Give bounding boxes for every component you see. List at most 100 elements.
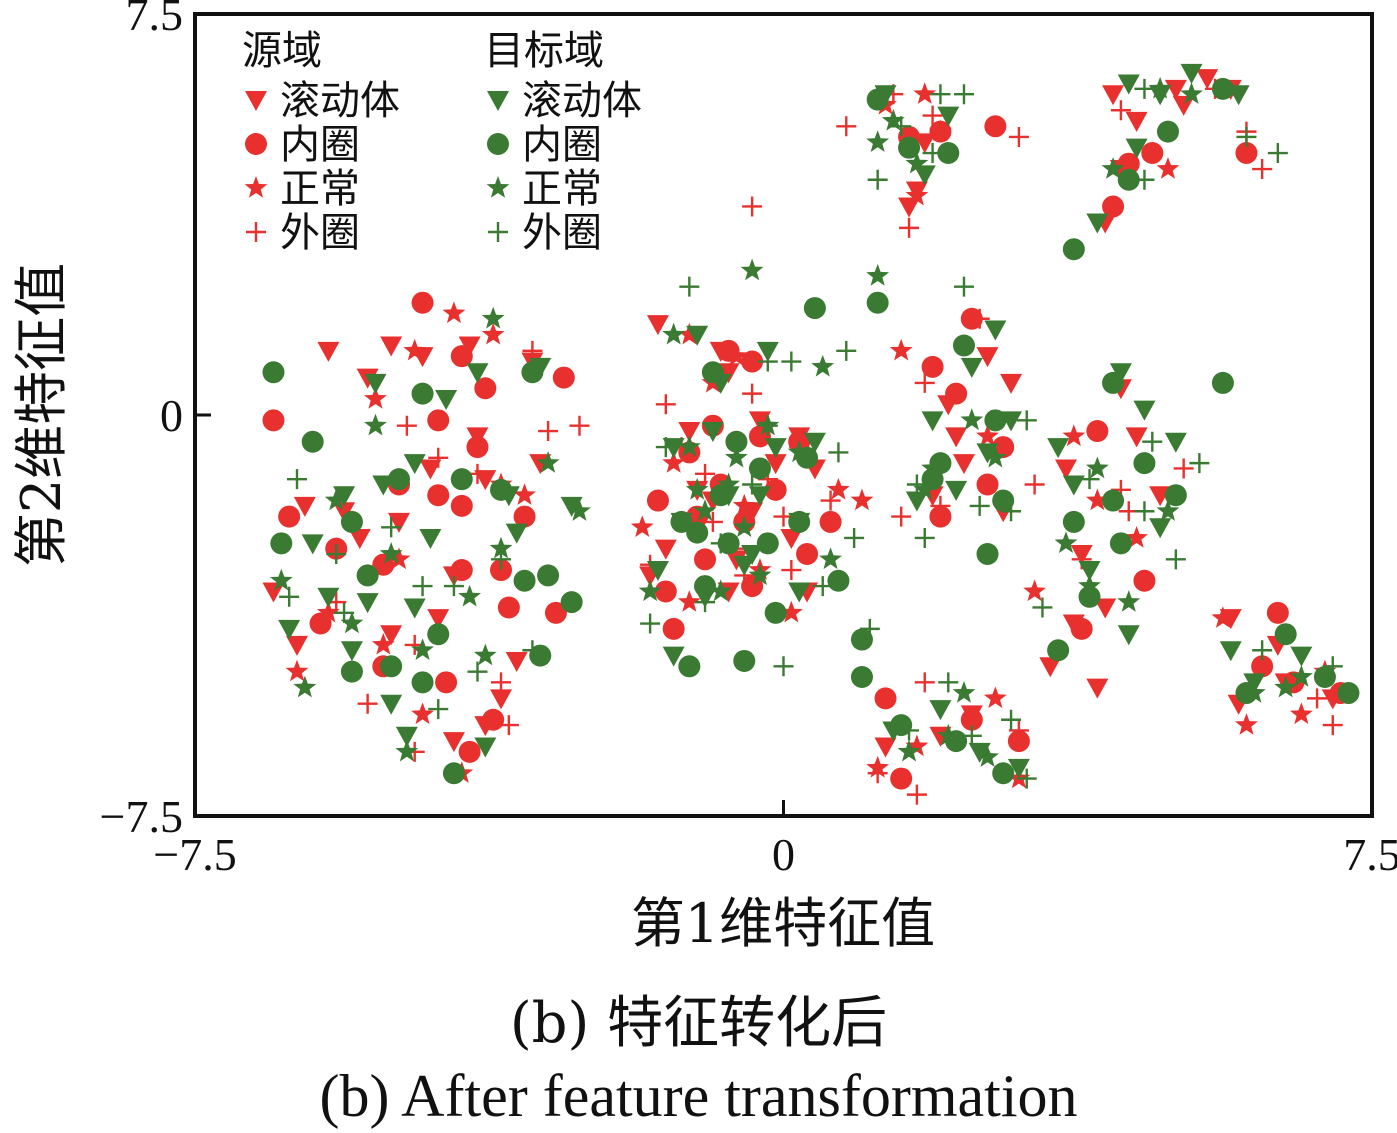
source-triangle-down-point [780,528,803,549]
target-star-point [866,264,890,286]
target-star-point [952,681,976,703]
target-circle-point [411,382,434,405]
source-circle-point [490,559,513,582]
source-circle-point [874,687,897,710]
target-plus-point [1016,410,1037,431]
source-circle-point [890,767,913,790]
target-star-point [638,579,662,602]
target-triangle-down-point [741,545,764,566]
legend-triangle-down-icon [487,91,509,111]
target-plus-point [1134,169,1155,190]
target-plus-point [428,699,449,720]
target-star-point [677,435,701,457]
target-plus-point [1189,453,1210,474]
target-star-point [725,445,748,468]
axis-ticks: −7.5 0 7.5 −7.5 0 7.5 [100,0,1397,880]
target-circle-point [1117,168,1140,191]
source-plus-point [1110,100,1131,121]
target-star-point [709,579,733,602]
source-triangle-down-point [646,315,669,336]
legend-circle-icon [245,133,267,155]
target-plus-point [443,576,464,597]
target-star-point [1148,76,1172,99]
target-circle-point [262,361,285,384]
target-circle-point [850,665,873,688]
source-plus-point [538,421,559,442]
source-star-point [411,702,434,725]
source-star-point [732,493,756,516]
target-circle-point [1102,489,1125,512]
target-triangle-down-point [278,619,301,640]
target-plus-point [1032,597,1053,618]
source-triangle-down-point [333,502,356,523]
target-triangle-down-point [1062,475,1085,496]
source-plus-point [655,394,676,415]
source-circle-point [427,409,450,432]
target-star-point [1117,590,1141,612]
target-triangle-down-point [380,694,403,715]
target-triangle-down-point [976,443,999,464]
target-star-point [693,499,717,521]
target-triangle-down-point [435,389,458,410]
target-circle-point [270,532,293,555]
source-plus-point [922,105,943,126]
target-triangle-down-point [937,106,960,127]
target-plus-point [491,549,512,570]
source-triangle-down-point [952,454,975,475]
source-circle-point [497,596,520,619]
source-triangle-down-point [976,347,999,368]
source-triangle-down-point [474,470,497,491]
source-circle-point [262,409,285,432]
target-triangle-down-point [748,486,771,507]
source-triangle-down-point [1039,657,1062,678]
target-star-point [269,568,293,591]
target-plus-point [938,672,959,693]
target-plus-point [522,640,543,661]
target-plus-point [914,527,935,548]
target-circle-point [521,361,544,384]
legend-star-icon [486,176,510,198]
source-circle-point [1133,569,1156,592]
source-circle-point [1251,655,1274,678]
target-star-point [866,130,890,152]
source-circle-point [819,510,842,533]
source-circle-point [482,708,505,731]
source-star-point [929,119,952,142]
target-circle-point [1062,510,1085,533]
source-circle-point [278,505,301,528]
target-circle-point [450,468,473,491]
source-star-point [662,451,686,473]
source-triangle-down-point [1125,111,1148,132]
source-plus-point [1173,458,1194,479]
source-triangle-down-point [1125,427,1148,448]
target-circle-point [490,478,513,501]
target-circle-point [1337,682,1360,705]
data-markers [262,63,1360,805]
y-tick-label: −7.5 [100,791,183,842]
source-star-point [1290,702,1313,725]
target-triangle-down-point [1078,561,1101,582]
target-triangle-down-point [984,320,1007,341]
source-triangle-down-point [348,528,371,549]
source-plus-point [702,511,723,532]
target-circle-point [340,510,363,533]
source-circle-point [1102,195,1125,218]
source-triangle-down-point [874,737,897,758]
target-plus-point [679,276,700,297]
source-circle-point [976,473,999,496]
source-triangle-down-point [317,341,340,362]
target-circle-point [1211,77,1234,100]
source-triangle-down-point [458,336,481,357]
target-triangle-down-point [1149,85,1172,106]
legend-triangle-down-icon [245,91,267,111]
target-star-point [897,739,921,762]
source-circle-point [544,601,567,624]
legend-label-source: 内圈 [280,122,360,168]
target-plus-point [1001,501,1022,522]
target-triangle-down-point [560,496,583,517]
target-plus-point [773,656,794,677]
source-triangle-down-point [678,422,701,443]
target-triangle-down-point [301,534,324,555]
source-plus-point [836,116,857,137]
source-star-point [387,547,411,570]
